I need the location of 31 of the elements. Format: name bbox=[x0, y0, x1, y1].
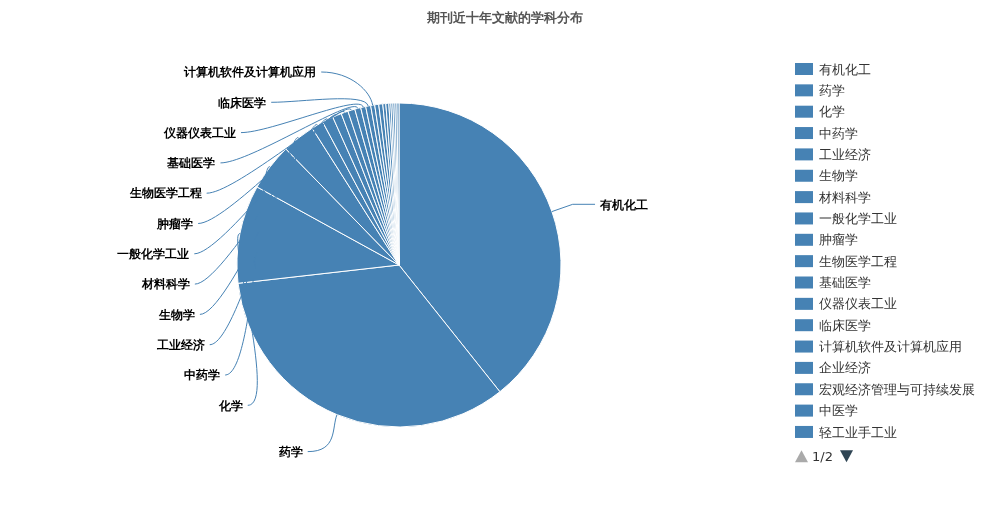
slice-label: 生物医学工程 bbox=[128, 186, 202, 201]
legend-label: 材料科学 bbox=[818, 189, 871, 205]
legend-label: 基础医学 bbox=[819, 275, 871, 291]
legend-label: 仪器仪表工业 bbox=[819, 296, 897, 312]
legend-label: 有机化工 bbox=[819, 61, 871, 77]
title: 期刊近十年文献的学科分布 bbox=[427, 10, 583, 25]
slice-label: 化学 bbox=[217, 398, 243, 413]
slice-label: 药学 bbox=[277, 444, 303, 459]
legend-label: 生物学 bbox=[819, 168, 858, 184]
legend-label: 中药学 bbox=[819, 125, 858, 141]
slice-label: 一般化学工业 bbox=[117, 247, 190, 261]
slice-label: 仪器仪表工业 bbox=[163, 125, 236, 140]
legend-label: 生物医学工程 bbox=[819, 253, 897, 269]
slice-label: 工业经济 bbox=[155, 337, 205, 352]
legend-label: 一般化学工业 bbox=[819, 211, 897, 226]
slice-label: 临床医学 bbox=[218, 95, 267, 110]
legend-label: 中医学 bbox=[819, 403, 858, 419]
legend-label: 企业经济 bbox=[819, 360, 871, 376]
slice-label: 肿瘤学 bbox=[156, 216, 194, 231]
legend-label: 化学 bbox=[819, 104, 845, 120]
slice-label: 有机化工 bbox=[599, 197, 649, 212]
slice-label: 生物学 bbox=[157, 307, 195, 322]
slice-label: 计算机软件及计算机应用 bbox=[183, 65, 317, 80]
legend-label: 工业经济 bbox=[819, 146, 871, 162]
legend-label: 轻工业手工业 bbox=[819, 424, 897, 440]
slice-label: 基础医学 bbox=[166, 156, 216, 171]
slice-label: 中药学 bbox=[184, 368, 221, 383]
legend-label: 临床医学 bbox=[819, 317, 871, 333]
slice-label: 材料科学 bbox=[140, 277, 190, 292]
legend-label: 肿瘤学 bbox=[819, 232, 858, 248]
legend-label: 药学 bbox=[819, 82, 845, 98]
